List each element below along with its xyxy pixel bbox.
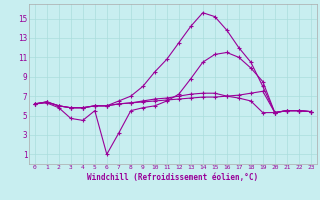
- X-axis label: Windchill (Refroidissement éolien,°C): Windchill (Refroidissement éolien,°C): [87, 173, 258, 182]
